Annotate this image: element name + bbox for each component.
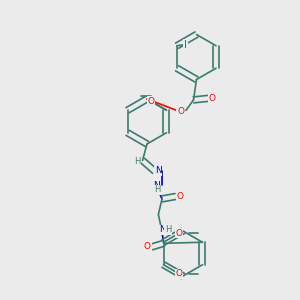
Text: O: O <box>176 229 183 238</box>
Text: O: O <box>147 97 155 106</box>
Text: H: H <box>134 157 140 166</box>
Text: N: N <box>155 167 161 176</box>
Text: I: I <box>184 40 187 50</box>
Text: N: N <box>160 225 166 234</box>
Text: O: O <box>209 94 216 103</box>
Text: H: H <box>165 225 172 234</box>
Text: O: O <box>176 192 184 201</box>
Text: O: O <box>177 107 184 116</box>
Text: N: N <box>153 181 159 190</box>
Text: O: O <box>144 242 151 251</box>
Text: H: H <box>154 185 160 194</box>
Text: O: O <box>176 269 183 278</box>
